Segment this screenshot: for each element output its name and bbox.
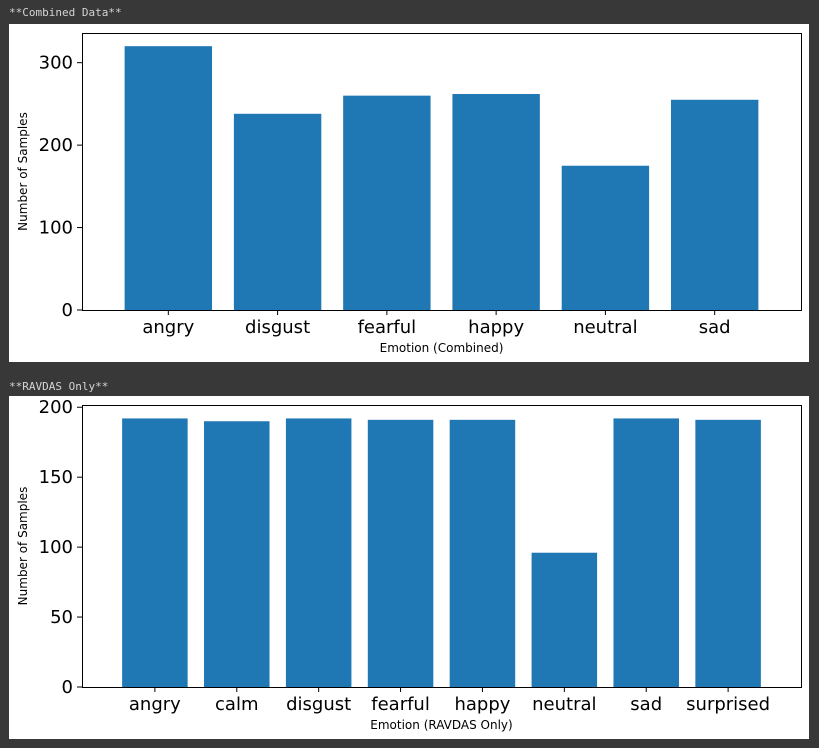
bar-fearful: [343, 95, 431, 311]
y-tick-label: 150: [39, 467, 73, 488]
bar-sad: [670, 99, 759, 310]
bar-angry: [124, 46, 213, 310]
x-tick-label-happy: happy: [468, 317, 524, 338]
bar-calm: [204, 421, 270, 687]
bar-chart-ravdas: 0 50 100 150 200 angry calm disgust fearful happy…: [16, 397, 802, 732]
plot-frame: [82, 405, 802, 688]
x-tick-label-sad: sad: [699, 317, 731, 338]
bar-neutral: [561, 165, 650, 310]
x-tick-label-fearful: fearful: [371, 694, 430, 715]
y-tick-label: 200: [39, 135, 73, 156]
x-tick-label-happy: happy: [454, 694, 510, 715]
cell-caption-combined: **Combined Data**: [9, 6, 122, 19]
x-tick-label-disgust: disgust: [286, 694, 351, 715]
y-tick-label: 200: [39, 397, 73, 418]
chart-panel-ravdas: 0 50 100 150 200 angry calm disgust fearful happy…: [9, 396, 809, 739]
x-axis-label: Emotion (Combined): [380, 341, 504, 355]
x-axis-label: Emotion (RAVDAS Only): [370, 718, 512, 732]
chart-panel-combined: 0 100 200 300 angry disgust fearful happy neutra…: [9, 24, 809, 362]
bar-happy: [452, 94, 540, 310]
bar-fearful: [367, 419, 434, 687]
bar-disgust: [285, 418, 352, 687]
y-tick-label: 100: [39, 218, 73, 239]
y-axis-label: Number of Samples: [16, 487, 30, 606]
bar-happy: [449, 419, 516, 687]
bar-neutral: [531, 552, 598, 687]
x-tick-label-disgust: disgust: [245, 317, 310, 338]
y-tick-label: 300: [39, 53, 73, 74]
x-tick-label-neutral: neutral: [573, 317, 637, 338]
bar-surprised: [695, 419, 761, 687]
x-tick-label-calm: calm: [215, 694, 258, 715]
x-tick-label-neutral: neutral: [532, 694, 596, 715]
cell-caption-ravdas: **RAVDAS Only**: [9, 380, 109, 393]
bar-disgust: [233, 113, 322, 311]
plot-frame: [82, 33, 802, 311]
x-tick-label-sad: sad: [630, 694, 662, 715]
y-tick-label: 0: [62, 677, 73, 698]
x-tick-label-surprised: surprised: [686, 694, 770, 715]
x-tick-label-angry: angry: [129, 694, 181, 715]
y-tick-label: 50: [50, 607, 73, 628]
y-axis-label: Number of Samples: [16, 112, 30, 231]
bar-sad: [613, 418, 679, 687]
y-tick-label: 0: [62, 300, 73, 321]
x-tick-label-angry: angry: [142, 317, 194, 338]
bar-angry: [122, 418, 188, 687]
x-tick-label-fearful: fearful: [358, 317, 417, 338]
y-tick-label: 100: [39, 537, 73, 558]
bar-chart-combined: 0 100 200 300 angry disgust fearful happy neutra…: [16, 33, 802, 355]
